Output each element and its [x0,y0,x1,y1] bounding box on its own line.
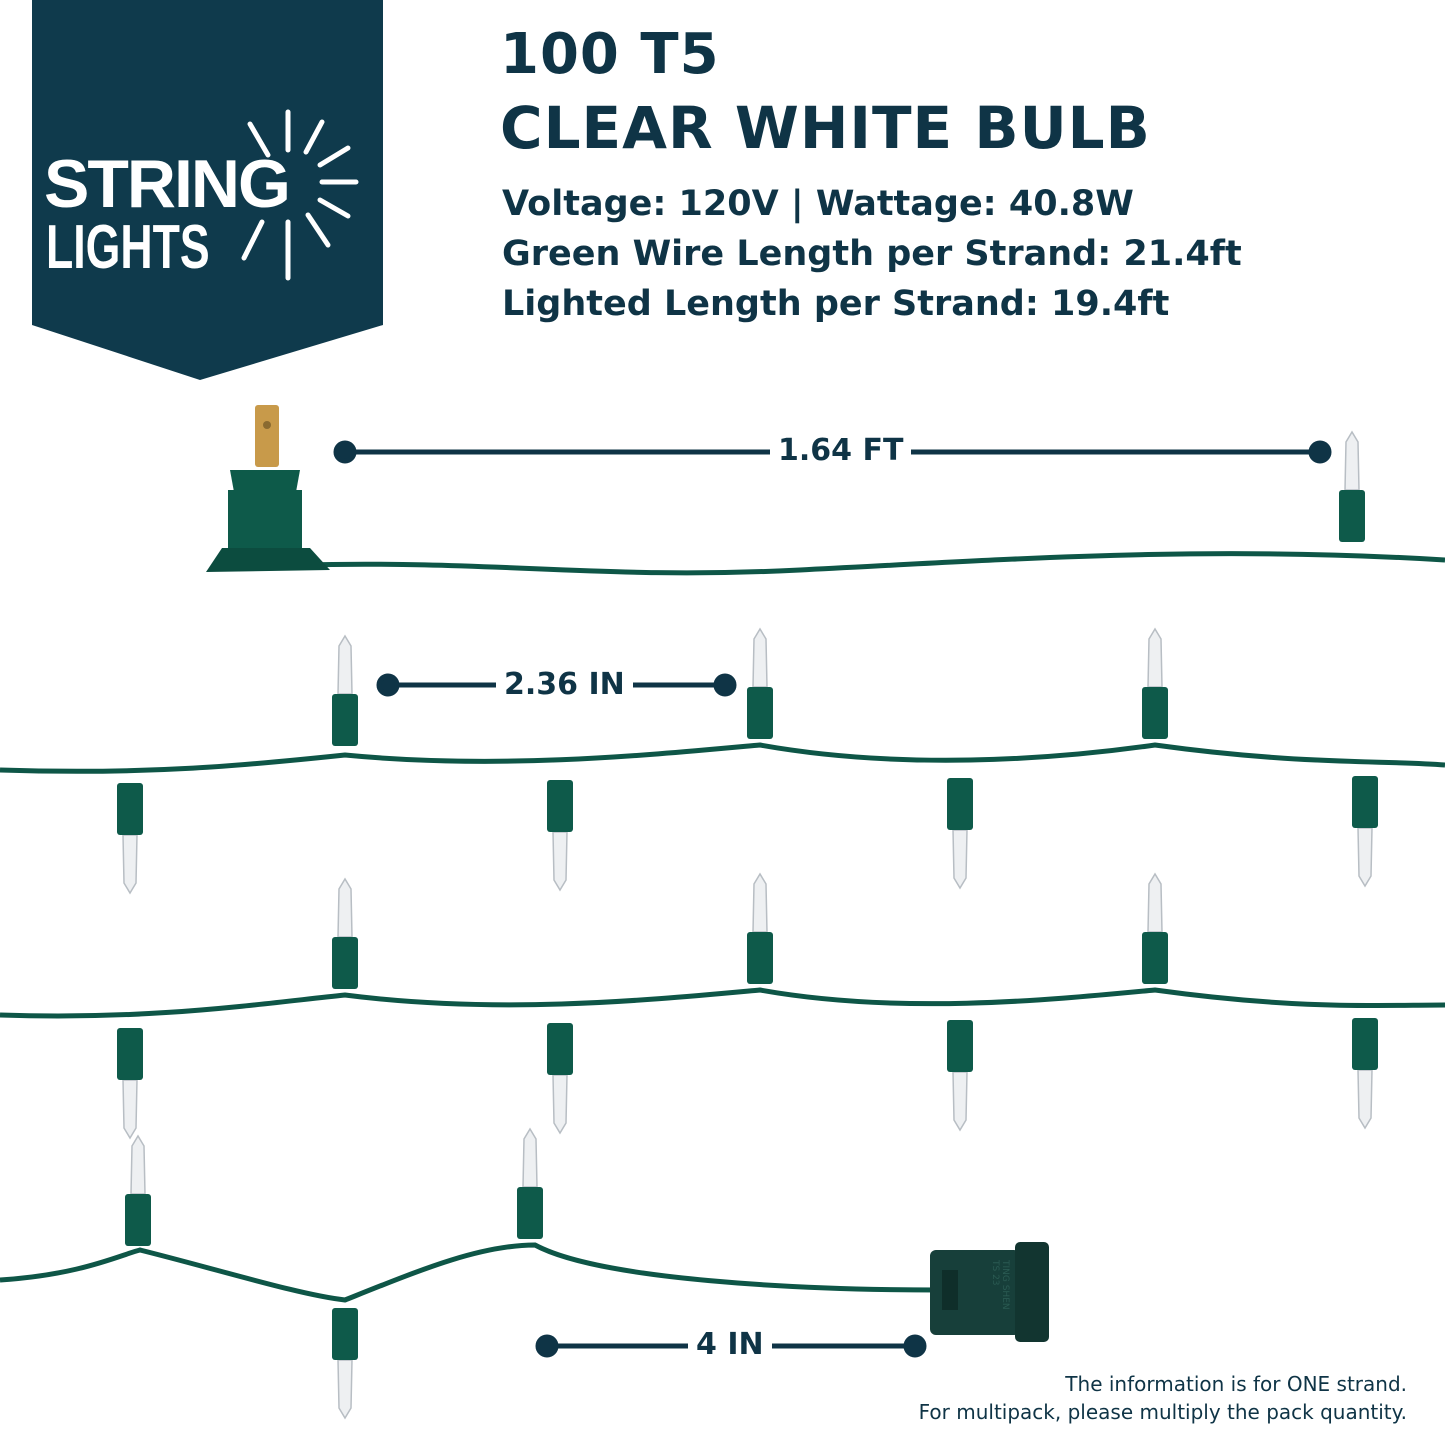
logo-line-1: STRING [44,146,291,222]
plug-prong [255,405,279,467]
connector-marking-line-2: TS 23 [990,1260,1000,1286]
wire-row-3 [0,1242,941,1303]
bulb [332,634,358,746]
end-length-label: 4 IN [688,1327,772,1362]
wire-lead [299,551,1445,576]
connector-marking: TING SHEN TS 23 [990,1260,1010,1330]
product-title-line-1: 100 T5 [500,22,720,87]
bulb [1142,627,1168,739]
lead-length-label: 1.64 FT [770,433,912,468]
bulb [125,1134,151,1246]
bulb [117,783,143,895]
bulb [332,1308,358,1420]
note-multipack: For multipack, please multiply the pack … [918,1400,1407,1424]
end-connector [930,1242,1049,1342]
bulb [547,1023,573,1135]
wire-row-2 [0,987,1445,1019]
bulb [517,1127,543,1239]
spec-wire-length: Green Wire Length per Strand: 21.4ft [502,234,1242,274]
bulb [947,778,973,890]
bulb [747,872,773,984]
sunburst-icon [241,109,359,281]
wire-row-1 [0,742,1445,774]
note-one-strand: The information is for ONE strand. [1065,1372,1407,1396]
plug [206,405,330,572]
dimension-lines [333,440,1332,1358]
bulb [117,1028,143,1140]
logo-line-2: LIGHTS [46,213,210,282]
bulb [1339,430,1365,542]
bulb [547,780,573,892]
spec-lighted-length: Lighted Length per Strand: 19.4ft [502,284,1170,324]
brand-banner [32,0,383,380]
bulb [747,627,773,739]
bulb [332,877,358,989]
connector-marking-line-1: TING SHEN [1000,1260,1010,1310]
bulb [1142,872,1168,984]
bulb [1352,1018,1378,1130]
spec-voltage-wattage: Voltage: 120V | Wattage: 40.8W [502,184,1134,224]
wire-group [0,551,1445,1303]
bulb [947,1020,973,1132]
bulb [1352,776,1378,888]
bulb-spacing-label: 2.36 IN [496,667,633,702]
product-title-line-2: CLEAR WHITE BULB [500,94,1151,162]
